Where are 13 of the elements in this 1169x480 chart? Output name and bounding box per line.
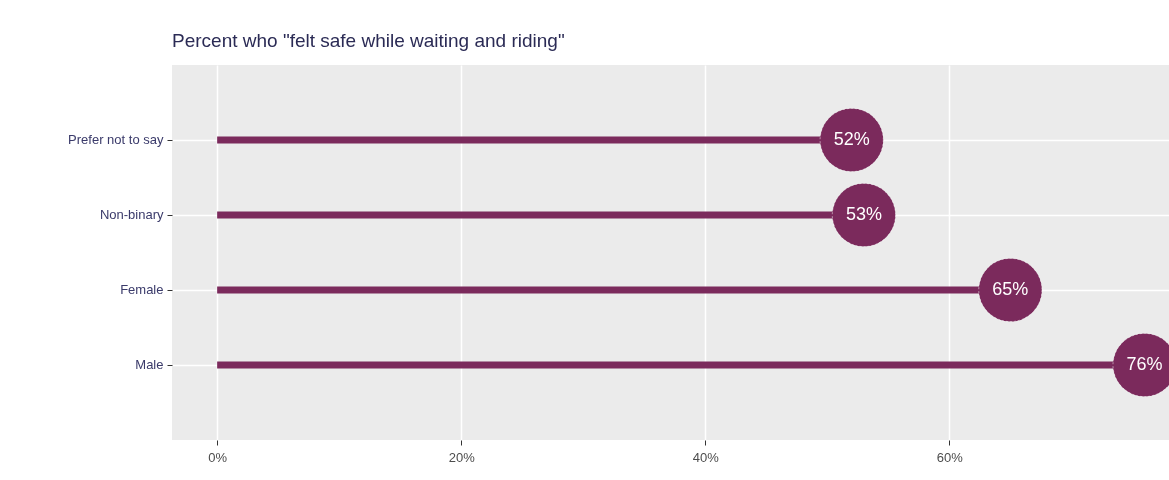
y-tick-label: Non-binary (99, 207, 164, 222)
y-tick-label: Prefer not to say (68, 132, 164, 147)
data-label: 76% (1126, 354, 1163, 374)
y-tick-label: Female (120, 282, 164, 297)
chart-title: Percent who "felt safe while waiting and riding" (172, 30, 565, 51)
x-tick-label: 40% (692, 449, 720, 465)
data-label: 53% (845, 204, 882, 224)
x-tick-label: 0% (208, 449, 228, 465)
y-tick-label: Male (135, 357, 164, 372)
x-tick-label: 60% (936, 449, 964, 465)
data-label: 52% (833, 129, 870, 149)
data-label: 65% (992, 279, 1029, 299)
x-tick-label: 20% (448, 449, 476, 465)
